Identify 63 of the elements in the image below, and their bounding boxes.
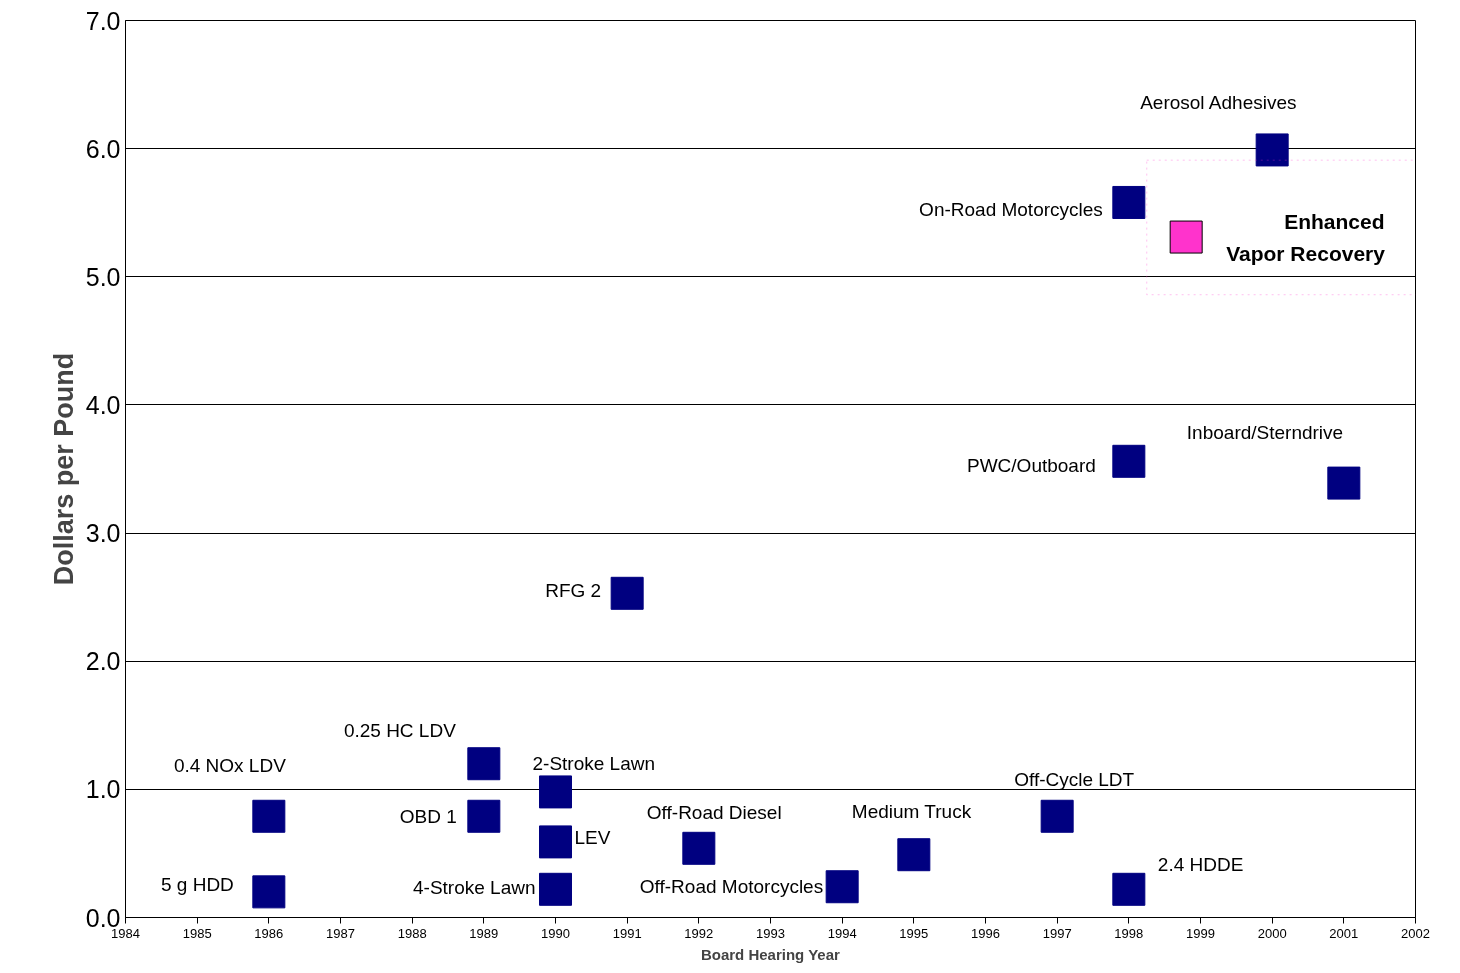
annotation: Off-Road Diesel [646, 801, 782, 823]
x-tick-label: 1989 [469, 925, 499, 941]
annotation: Off-Cycle LDT [1014, 768, 1135, 790]
point [1112, 185, 1146, 219]
x-tick-label: 1993 [756, 925, 785, 941]
x-tick-label: 2002 [1401, 925, 1430, 941]
point [1169, 220, 1203, 254]
point [539, 775, 572, 809]
x-tick-label: 1995 [899, 925, 929, 941]
x-tick-label: 1985 [182, 925, 212, 941]
x-tick-label: 1990 [541, 925, 570, 941]
point [1255, 133, 1289, 167]
y-tick-label: 4.0 [85, 390, 121, 419]
y-tick-label: 5.0 [85, 262, 121, 291]
point [825, 870, 859, 904]
annotation: 2-Stroke Lawn [532, 753, 656, 775]
annotation: 4-Stroke Lawn [412, 876, 536, 898]
point [467, 747, 501, 781]
x-tick-label: 2001 [1329, 925, 1359, 941]
annotation: PWC/Outboard [967, 454, 1096, 476]
x-tick-label: 2000 [1257, 925, 1287, 941]
x-tick-label: 1992 [684, 925, 714, 941]
annotation: 0.4 NOx LDV [173, 754, 287, 776]
x-axis-title: Board Hearing Year [700, 945, 840, 963]
x-tick-label: 1998 [1114, 925, 1144, 941]
y-tick-label: 6.0 [85, 134, 121, 163]
annotation: 5 g HDD [160, 874, 234, 896]
annotation: 2.4 HDDE [1157, 853, 1244, 875]
series-label: Enhanced Vapor Recovery [1226, 209, 1386, 265]
point [1040, 799, 1074, 833]
annotation: Off-Road Motorcycles [639, 876, 824, 898]
point [252, 875, 286, 909]
annotation: LEV [574, 827, 611, 849]
point [1112, 444, 1146, 478]
annotation: On-Road Motorcycles [919, 198, 1103, 220]
x-tick-label: 1986 [254, 925, 284, 941]
point [1327, 466, 1361, 500]
point [897, 838, 931, 872]
annotation: RFG 2 [545, 579, 602, 601]
y-tick-label: 2.0 [85, 647, 121, 676]
y-axis-title: Dollars per Pound [48, 352, 79, 586]
annotation: Medium Truck [851, 801, 972, 823]
point [682, 831, 716, 865]
x-tick-label: 1988 [397, 925, 427, 941]
annotation: OBD 1 [399, 805, 457, 827]
x-tick-label: 1987 [326, 925, 355, 941]
x-tick-label: 1994 [827, 925, 857, 941]
x-tick-label: 1991 [612, 925, 642, 941]
point [539, 825, 572, 859]
point [539, 872, 572, 906]
point [467, 799, 501, 833]
y-tick-label: 1.0 [85, 775, 121, 804]
point [252, 799, 286, 833]
annotation: Aerosol Adhesives [1140, 92, 1297, 114]
annotation: Inboard/Sterndrive [1186, 421, 1344, 443]
y-tick-label: 3.0 [85, 519, 121, 548]
point [610, 576, 644, 610]
y-tick-label: 7.0 [85, 6, 121, 35]
annotation: 0.25 HC LDV [343, 720, 457, 742]
x-tick-label: 1996 [971, 925, 1000, 941]
x-tick-label: 1997 [1042, 925, 1072, 941]
point [1112, 872, 1146, 906]
x-tick-label: 1999 [1186, 925, 1215, 941]
